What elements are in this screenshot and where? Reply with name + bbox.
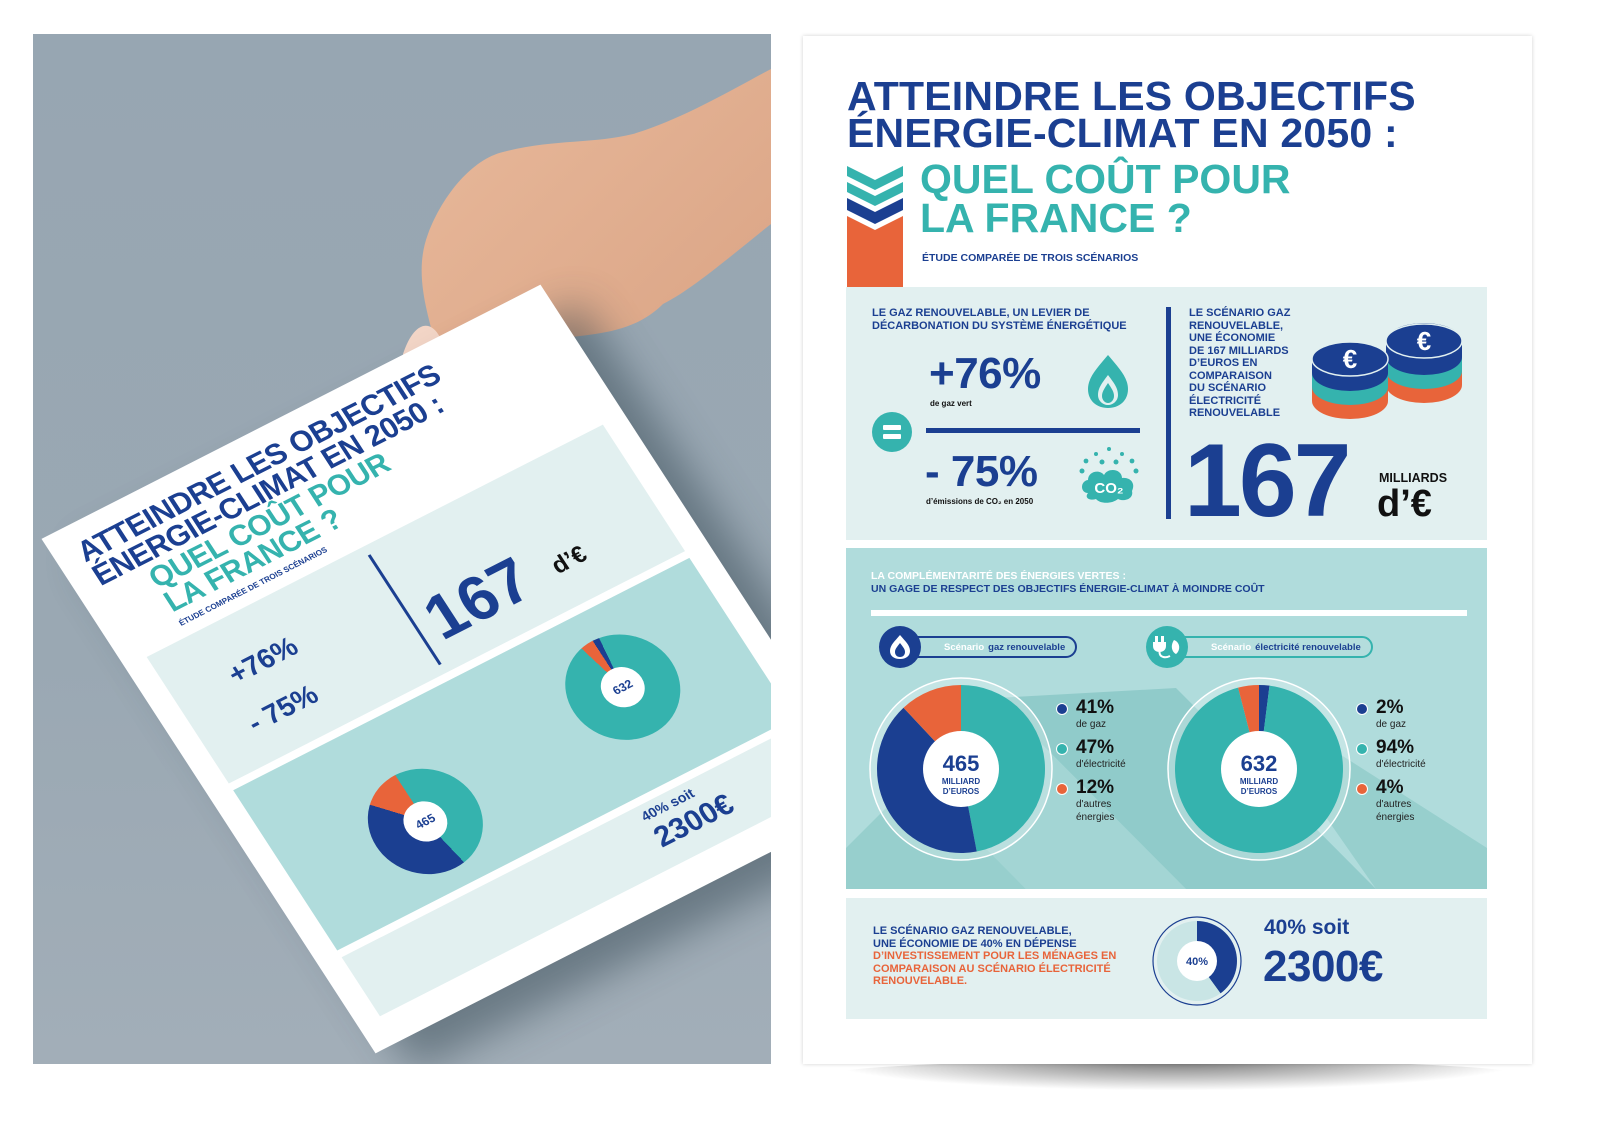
legend-label: d'électricité xyxy=(1376,759,1426,770)
co2-cloud-icon: CO₂ xyxy=(1079,447,1139,503)
svg-text:CO₂: CO₂ xyxy=(1094,480,1123,497)
legend-item: 47% d'électricité xyxy=(1056,738,1126,778)
savings-heading: LE SCÉNARIO GAZ RENOUVELABLE, UNE ÉCONOM… xyxy=(1189,307,1291,419)
page-title-line1: ATTEINDRE LES OBJECTIFS xyxy=(847,73,1416,119)
savings-unit-line1: MILLIARDS xyxy=(1379,471,1448,485)
plug-leaf-badge-icon xyxy=(1146,626,1188,668)
scenario-gaz-label: Scénario gaz renouvelable xyxy=(912,636,1078,658)
chevron-logo-icon xyxy=(847,166,903,306)
green-gas-caption: de gaz vert xyxy=(930,399,972,408)
section-divider xyxy=(1166,307,1171,519)
panel-households: LE SCÉNARIO GAZ RENOUVELABLE, UNE ÉCONOM… xyxy=(846,898,1487,1019)
co2-reduction-stat: - 75% xyxy=(925,447,1038,496)
page-title-line2: ÉNERGIE-CLIMAT EN 2050 : xyxy=(847,110,1398,156)
legend-value: 94% xyxy=(1376,737,1415,758)
donut-slice-0 xyxy=(1197,921,1237,994)
legend-value: 41% xyxy=(1076,697,1115,718)
legend-label: de gaz xyxy=(1076,719,1107,730)
svg-text:€: € xyxy=(1343,344,1357,374)
infographic-sheet: ATTEINDRE LES OBJECTIFS ÉNERGIE-CLIMAT E… xyxy=(803,36,1532,1064)
co2-reduction-caption: d’émissions de CO₂ en 2050 xyxy=(926,497,1034,506)
flame-badge-icon xyxy=(879,626,921,668)
donut-slice-1 xyxy=(961,685,1045,852)
legend-dot xyxy=(1356,783,1368,795)
legend-label: d'autres xyxy=(1076,799,1112,810)
legend-dot xyxy=(1356,743,1368,755)
savings-big-value: 167 xyxy=(1184,423,1352,539)
green-gas-stat: +76% xyxy=(929,349,1041,398)
households-headline: 40% soit xyxy=(1264,916,1350,939)
legend-label: d'autres xyxy=(1376,799,1412,810)
legend-dot xyxy=(1056,703,1068,715)
donut-center-label: MILLIARD xyxy=(1240,777,1278,786)
legend-item: 94% d'électricité xyxy=(1356,738,1426,778)
donut-center-label: MILLIARD xyxy=(942,777,980,786)
legend-value: 4% xyxy=(1376,777,1404,798)
donut-hole xyxy=(923,731,999,807)
flame-icon xyxy=(1088,355,1128,408)
panel-decarbonation-savings: LE GAZ RENOUVELABLE, UN LEVIER DE DÉCARB… xyxy=(846,287,1487,540)
households-amount: 2300€ xyxy=(1263,942,1383,991)
sheet-shadow xyxy=(830,1060,1520,1090)
stat-divider xyxy=(926,428,1140,433)
legend-dot xyxy=(1056,743,1068,755)
legend-label: de gaz xyxy=(1376,719,1407,730)
donut-center-value: 465 xyxy=(943,751,980,776)
panel-complementarity: LA COMPLÉMENTARITÉ DES ÉNERGIES VERTES :… xyxy=(846,548,1487,889)
page-question: QUEL COÛT POUR LA FRANCE ? xyxy=(920,156,1291,241)
savings-unit-line2: d’€ xyxy=(1377,483,1432,525)
legend-label: d'électricité xyxy=(1076,759,1126,770)
donut-center-label: D’EUROS xyxy=(1241,787,1278,796)
donut-hole xyxy=(1221,731,1297,807)
legend-label: énergies xyxy=(1376,812,1415,823)
mockup-photo: ATTEINDRE LES OBJECTIFS ÉNERGIE-CLIMAT E… xyxy=(33,34,771,1064)
donut-center-value: 632 xyxy=(1241,751,1278,776)
legend-label: énergies xyxy=(1076,812,1115,823)
legend-value: 12% xyxy=(1076,777,1115,798)
legend-dot xyxy=(1056,783,1068,795)
donut-chart-households: 40% xyxy=(1152,916,1242,1006)
decarbonation-heading: LE GAZ RENOUVELABLE, UN LEVIER DE DÉCARB… xyxy=(872,307,1127,332)
households-text: LE SCÉNARIO GAZ RENOUVELABLE, UNE ÉCONOM… xyxy=(873,925,1117,987)
section-rule xyxy=(871,610,1467,616)
donut-outer-ring xyxy=(1152,916,1242,1006)
legend-item: 41% de gaz xyxy=(1056,698,1126,738)
legend-dot xyxy=(1356,703,1368,715)
complementarity-heading-line2: UN GAGE DE RESPECT DES OBJECTIFS ÉNERGIE… xyxy=(871,583,1265,595)
title-block: ATTEINDRE LES OBJECTIFS ÉNERGIE-CLIMAT E… xyxy=(847,73,1416,306)
legend-item: 2% de gaz xyxy=(1356,698,1426,738)
legend-gaz: 41% de gaz 47% d'électricité 12% d'autres éner… xyxy=(1056,698,1126,830)
legend-elec: 2% de gaz 94% d'électricité 4% d'autres énergi… xyxy=(1356,698,1426,830)
legend-item: 12% d'autres énergies xyxy=(1056,778,1126,830)
donut-center-value: 40% xyxy=(1186,956,1208,968)
legend-value: 47% xyxy=(1076,737,1115,758)
legend-item: 4% d'autres énergies xyxy=(1356,778,1426,830)
euro-coins-icon: € € xyxy=(1311,323,1462,419)
page-subtitle: ÉTUDE COMPARÉE DE TROIS SCÉNARIOS xyxy=(922,252,1139,264)
donut-hole xyxy=(1177,941,1217,981)
svg-text:€: € xyxy=(1417,326,1431,356)
equals-icon xyxy=(872,412,912,452)
complementarity-heading-line1: LA COMPLÉMENTARITÉ DES ÉNERGIES VERTES : xyxy=(871,570,1126,582)
donut-center-label: D’EUROS xyxy=(943,787,980,796)
scenario-elec-label: Scénario électricité renouvelable xyxy=(1179,636,1373,658)
legend-value: 2% xyxy=(1376,697,1404,718)
